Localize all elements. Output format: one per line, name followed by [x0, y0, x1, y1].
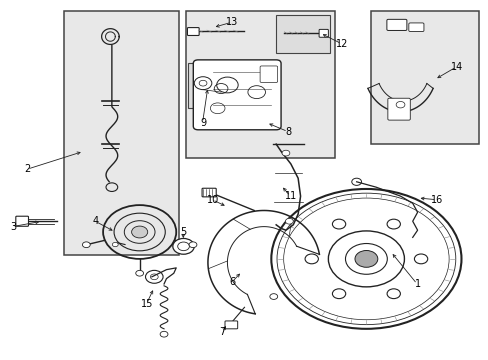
FancyBboxPatch shape [202, 188, 216, 197]
Circle shape [282, 150, 289, 156]
Text: 10: 10 [206, 195, 219, 205]
FancyBboxPatch shape [408, 23, 423, 32]
Circle shape [285, 219, 293, 224]
Bar [188, 63, 239, 108]
Text: 9: 9 [200, 118, 206, 128]
Circle shape [354, 251, 377, 267]
Text: 7: 7 [219, 327, 225, 337]
Circle shape [131, 226, 147, 238]
Text: 16: 16 [430, 195, 442, 205]
Circle shape [82, 242, 90, 248]
FancyBboxPatch shape [386, 19, 406, 31]
FancyBboxPatch shape [319, 30, 328, 37]
Text: 1: 1 [414, 279, 420, 289]
Bar [185, 12, 334, 158]
FancyBboxPatch shape [260, 66, 277, 82]
Circle shape [386, 289, 400, 298]
Circle shape [332, 219, 345, 229]
FancyBboxPatch shape [224, 321, 237, 329]
Circle shape [395, 102, 404, 108]
Circle shape [386, 219, 400, 229]
Text: 14: 14 [449, 62, 462, 72]
Circle shape [136, 270, 143, 276]
Circle shape [332, 289, 345, 298]
Circle shape [413, 254, 427, 264]
Text: 3: 3 [10, 222, 16, 231]
Circle shape [189, 242, 197, 248]
Text: 2: 2 [24, 164, 31, 174]
Text: 8: 8 [285, 127, 291, 136]
Circle shape [305, 254, 318, 264]
Text: 5: 5 [180, 227, 186, 237]
FancyBboxPatch shape [187, 28, 199, 36]
Text: 13: 13 [226, 17, 238, 27]
FancyBboxPatch shape [16, 216, 28, 226]
Circle shape [269, 294, 277, 300]
Text: 4: 4 [93, 216, 99, 226]
Text: 15: 15 [141, 299, 153, 309]
Bar [276, 15, 329, 53]
Bar [370, 12, 478, 144]
FancyBboxPatch shape [193, 60, 281, 130]
Text: 6: 6 [229, 277, 235, 287]
FancyBboxPatch shape [387, 98, 409, 120]
Text: 12: 12 [335, 39, 347, 49]
Circle shape [112, 242, 118, 247]
Bar [64, 12, 178, 255]
Text: 11: 11 [284, 191, 296, 201]
Circle shape [172, 238, 194, 254]
